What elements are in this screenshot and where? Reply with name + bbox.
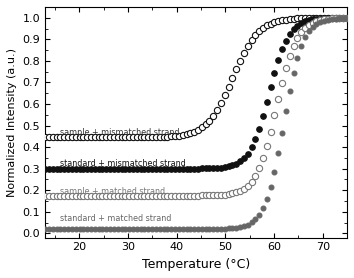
- Text: standard + matched strand: standard + matched strand: [60, 214, 171, 223]
- Text: sample + mismatched strand: sample + mismatched strand: [60, 128, 179, 137]
- Text: sample + matched strand: sample + matched strand: [60, 187, 165, 195]
- Y-axis label: Normalized Intensity (a.u.): Normalized Intensity (a.u.): [7, 48, 17, 197]
- Text: standard + mismatched strand: standard + mismatched strand: [60, 159, 185, 168]
- X-axis label: Temperature (°C): Temperature (°C): [142, 258, 250, 271]
